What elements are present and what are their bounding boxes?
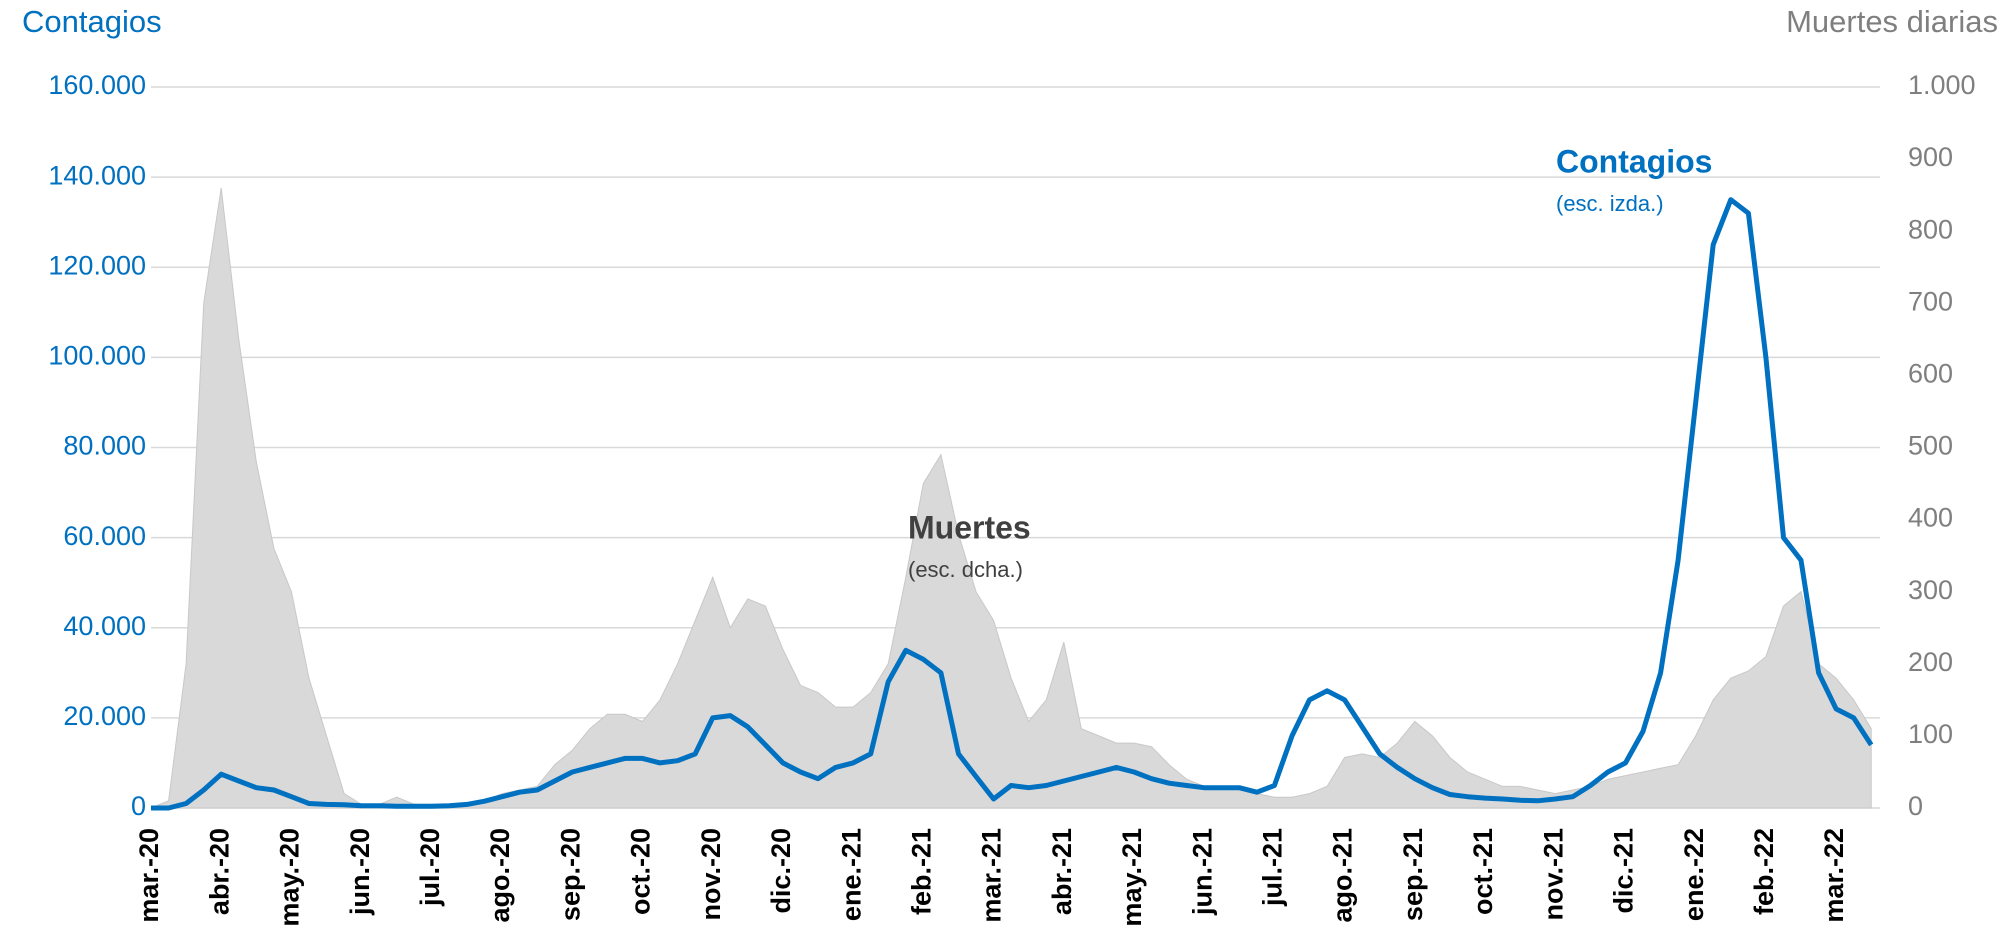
annotation: (esc. dcha.) — [908, 557, 1023, 582]
x-tick-label: jun.-20 — [345, 828, 375, 916]
y-tick-label: 140.000 — [48, 160, 146, 190]
y2-tick-label: 900 — [1908, 142, 1953, 172]
x-tick-label: feb.-22 — [1749, 828, 1779, 915]
line — [151, 197, 1874, 811]
x-tick-label: jun.-21 — [1187, 828, 1217, 916]
y2-tick-label: 400 — [1908, 503, 1953, 533]
annotation: Contagios — [1556, 143, 1712, 179]
x-tick-label: dic.-21 — [1609, 828, 1639, 914]
y-tick-label: 160.000 — [48, 70, 146, 100]
x-tick-label: ago.-20 — [485, 828, 515, 923]
y2-tick-label: 1.000 — [1908, 70, 1976, 100]
x-tick-label: jul.-21 — [1258, 828, 1288, 907]
annotation: Muertes — [908, 509, 1031, 545]
chart-title: Contagios — [22, 4, 162, 39]
x-tick-label: ago.-21 — [1328, 828, 1358, 923]
y-tick-label: 120.000 — [48, 250, 146, 280]
y-tick-label: 40.000 — [63, 611, 146, 641]
x-tick-label: ene.-21 — [836, 828, 866, 921]
x-tick-label: oct.-21 — [1468, 828, 1498, 915]
y2-axis-title: Muertes diarias — [1786, 4, 1998, 39]
y2-tick-label: 500 — [1908, 431, 1953, 461]
y2-tick-label: 700 — [1908, 286, 1953, 316]
x-tick-label: may.-21 — [1117, 828, 1147, 927]
x-tick-label: abr.-21 — [1047, 828, 1077, 915]
y2-tick-label: 800 — [1908, 214, 1953, 244]
x-tick-label: oct.-20 — [626, 828, 656, 915]
y2-tick-label: 0 — [1908, 791, 1923, 821]
x-tick-label: ene.-22 — [1679, 828, 1709, 921]
x-tick-label: nov.-20 — [696, 828, 726, 921]
x-tick-label: feb.-21 — [906, 828, 936, 915]
x-tick-label: dic.-20 — [766, 828, 796, 914]
x-tick-label: mar.-22 — [1819, 828, 1849, 923]
x-tick-label: sep.-20 — [555, 828, 585, 921]
annotation: (esc. izda.) — [1556, 191, 1664, 216]
x-tick-label: jul.-20 — [415, 828, 445, 907]
x-tick-label: sep.-21 — [1398, 828, 1428, 921]
x-tick-label: mar.-21 — [977, 828, 1007, 923]
area — [150, 187, 1872, 809]
x-tick-label: nov.-21 — [1538, 828, 1568, 921]
x-tick-label: abr.-20 — [204, 828, 234, 915]
y-tick-label: 0 — [131, 791, 146, 821]
y-tick-label: 20.000 — [63, 701, 146, 731]
y-tick-label: 100.000 — [48, 341, 146, 371]
y2-tick-label: 300 — [1908, 575, 1953, 605]
y-tick-label: 80.000 — [63, 431, 146, 461]
y2-tick-label: 600 — [1908, 359, 1953, 389]
y2-tick-label: 200 — [1908, 647, 1953, 677]
x-tick-label: mar.-20 — [134, 828, 164, 923]
x-tick-label: may.-20 — [275, 828, 305, 927]
y2-tick-label: 100 — [1908, 719, 1953, 749]
y-tick-label: 60.000 — [63, 521, 146, 551]
